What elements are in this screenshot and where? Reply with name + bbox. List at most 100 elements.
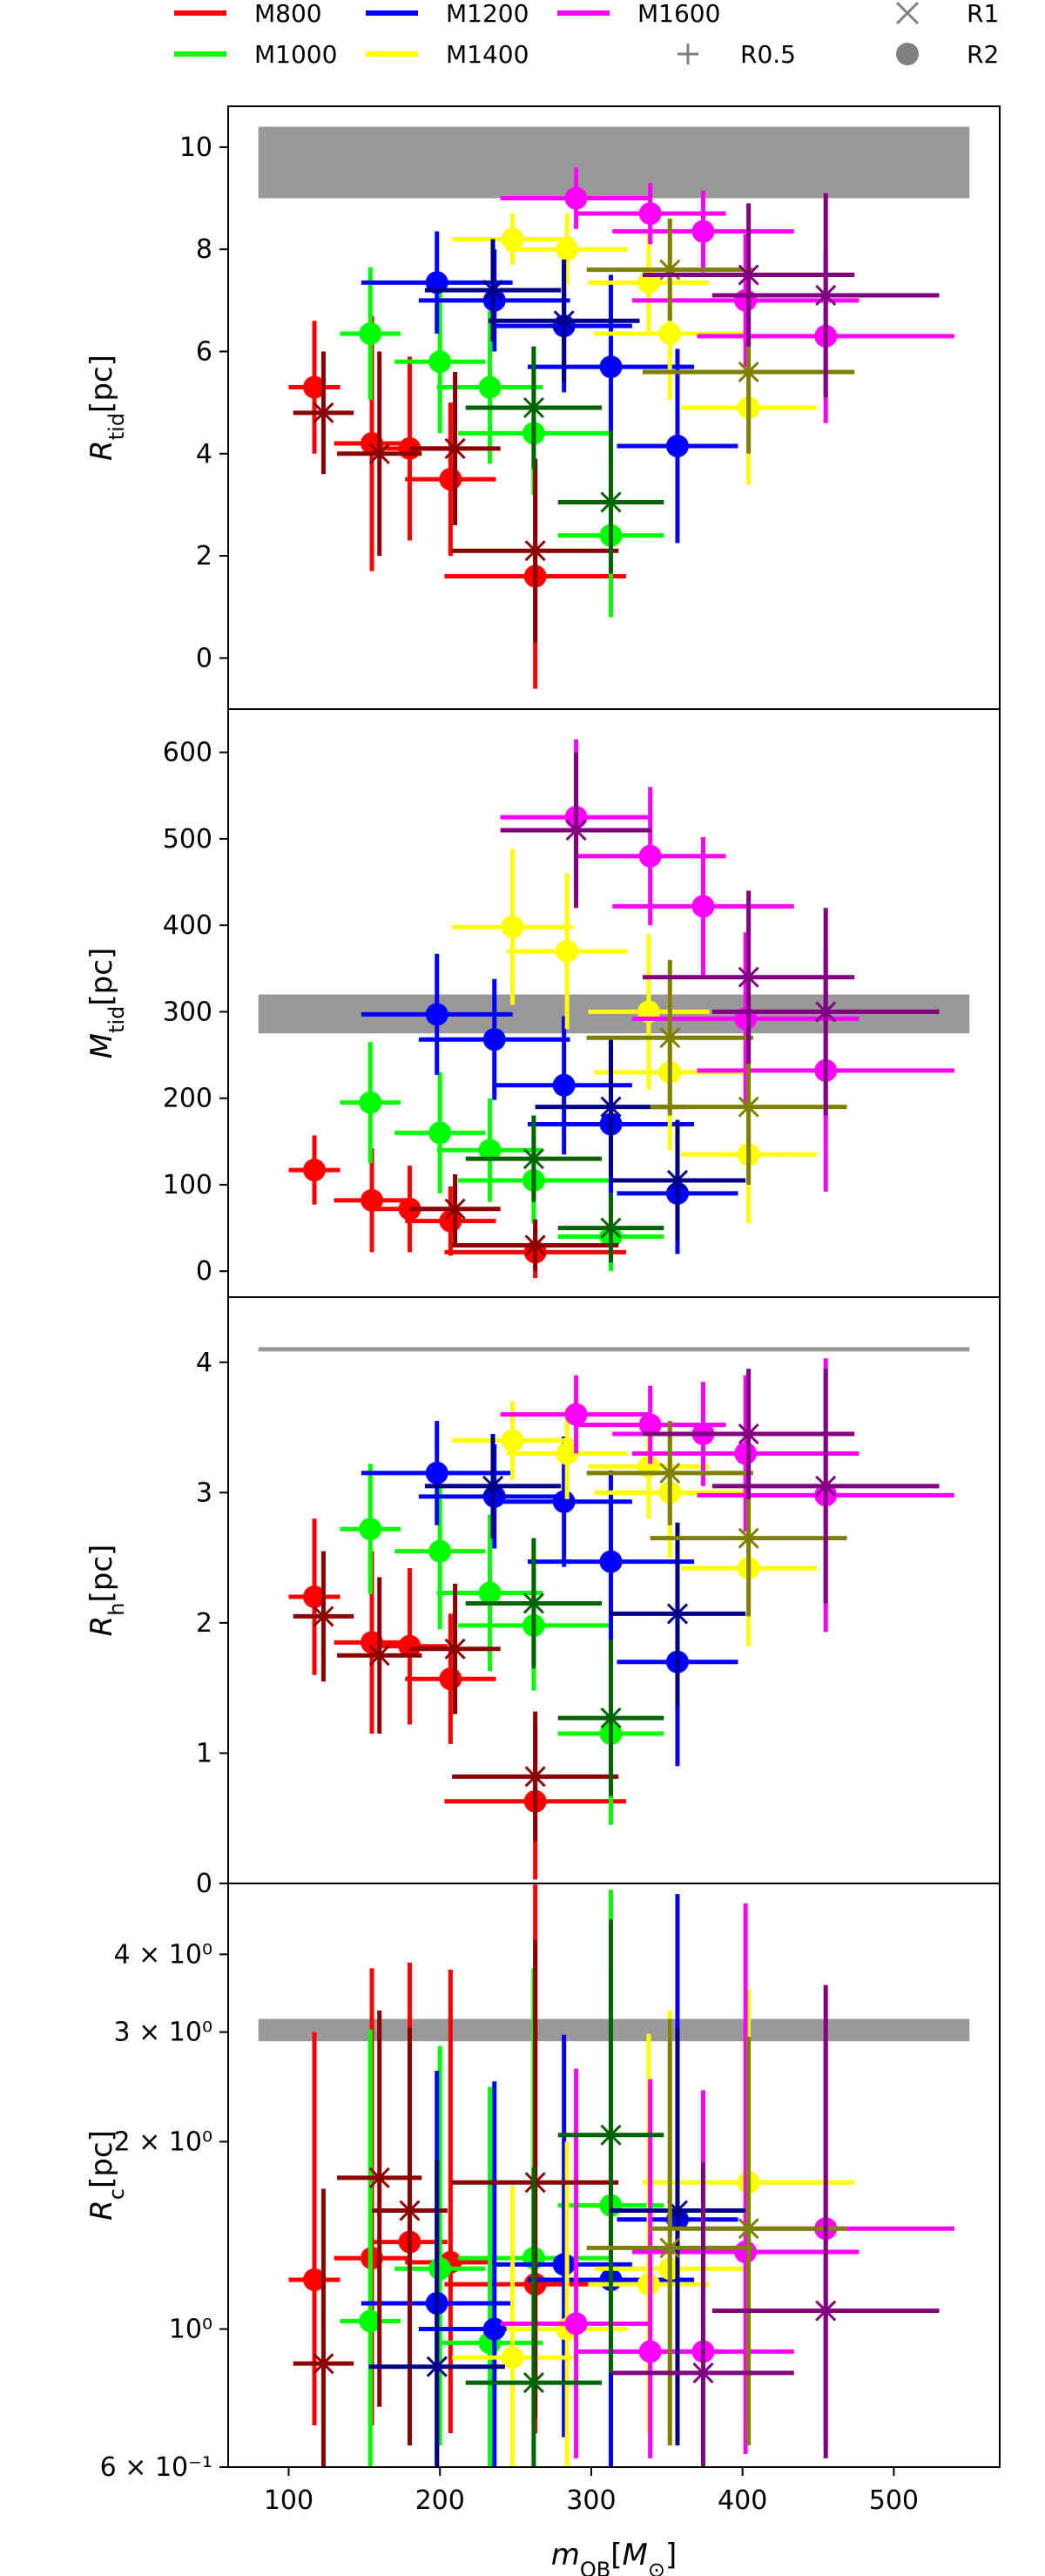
data-point <box>452 213 574 265</box>
data-point <box>340 1464 401 1594</box>
data-point <box>500 167 652 229</box>
marker-x-b <box>738 2218 759 2240</box>
legend-label: M1000 <box>254 40 337 69</box>
marker-x-b <box>600 1707 622 1729</box>
data-point <box>452 849 574 1005</box>
marker-x-b <box>659 1462 681 1484</box>
marker-x-b <box>692 2362 714 2383</box>
marker-circle <box>482 2317 506 2341</box>
data-point <box>452 1711 619 1842</box>
data-point <box>574 787 726 926</box>
marker-circle <box>303 2268 327 2291</box>
panel-mtid: 0 100 200 300 400 500 600 Mtid[pc] <box>84 708 1001 1298</box>
marker-circle <box>691 220 715 243</box>
panels: 0246810Rtid[pc]0100200300400500600Mtid[p… <box>84 105 1001 2483</box>
data-point <box>643 1369 855 1499</box>
marker-x-b <box>815 2300 837 2322</box>
data-point <box>506 213 628 286</box>
y-tick-label: 2 <box>196 541 212 571</box>
data-point <box>711 1984 940 2458</box>
data-point <box>452 1219 619 1272</box>
y-tick-label: 400 <box>163 910 212 941</box>
legend-entry-r05: R0.5 <box>678 40 796 69</box>
marker-circle <box>501 916 524 939</box>
y-tick-label: 0 <box>196 1256 212 1287</box>
marker-x-b <box>522 396 544 419</box>
data-point <box>293 2188 354 2467</box>
marker-circle <box>691 895 715 918</box>
plot-area <box>258 739 970 1279</box>
marker-x-b <box>738 966 759 988</box>
y-axis-label: Rh[pc] <box>84 1545 129 1637</box>
data-point <box>337 1577 422 1734</box>
legend-label: R0.5 <box>740 40 796 69</box>
data-point <box>340 2029 401 2467</box>
y-tick-label: 4 × 10⁰ <box>114 1939 213 1970</box>
data-point <box>557 430 664 574</box>
marker-circle <box>478 1139 502 1162</box>
label-unit-symbol: M <box>623 2538 648 2573</box>
y-tick-label: 100 <box>163 1170 212 1200</box>
legend-dot <box>896 43 919 65</box>
legend-entry-m800: M800 <box>174 0 322 28</box>
data-point <box>418 978 570 1100</box>
marker-x-b <box>738 361 759 383</box>
marker-x-b <box>659 2237 681 2259</box>
label-unit: [pc] <box>84 2130 119 2188</box>
marker-circle <box>556 238 579 261</box>
data-point <box>288 321 340 454</box>
data-point <box>588 231 710 334</box>
marker-circle <box>599 1550 623 1573</box>
marker-x-b <box>444 1638 466 1660</box>
data-point <box>574 182 726 245</box>
data-point <box>293 351 354 475</box>
label-bracket-close: ] <box>665 2538 677 2573</box>
marker-circle <box>658 321 682 345</box>
plot-area <box>258 1884 970 2467</box>
data-point <box>409 371 501 525</box>
data-point <box>465 1538 603 1669</box>
label-unit: [pc] <box>84 1545 119 1603</box>
label-unit: [pc] <box>84 355 119 413</box>
label-subscript: tid <box>104 1006 129 1033</box>
data-point <box>340 267 401 401</box>
marker-x-b <box>738 1527 759 1549</box>
marker-x-b <box>738 264 759 286</box>
marker-circle <box>425 1003 448 1026</box>
y-axis-label: Rc[pc] <box>84 2130 129 2221</box>
marker-circle <box>638 202 662 226</box>
y-tick-label: 1 <box>196 1738 212 1768</box>
marker-circle <box>359 1091 382 1114</box>
marker-x-b <box>368 2167 390 2188</box>
data-point <box>609 2027 746 2446</box>
data-point <box>711 908 940 1116</box>
marker-x-b <box>482 280 504 301</box>
marker-circle <box>425 1461 448 1484</box>
marker-circle <box>478 1581 502 1605</box>
marker-circle <box>439 1667 462 1691</box>
marker-circle <box>638 844 662 868</box>
label-symbol: R <box>84 440 119 461</box>
marker-circle <box>564 2312 588 2336</box>
marker-x-b <box>522 1592 544 1614</box>
data-point <box>465 1115 603 1202</box>
data-point <box>557 1640 664 1796</box>
legend-entry-m1400: M1400 <box>366 40 529 69</box>
y-tick-label: 4 <box>196 439 212 470</box>
data-point <box>452 2185 574 2467</box>
data-point <box>424 1434 562 1538</box>
data-point <box>293 1551 354 1682</box>
marker-circle <box>303 375 327 399</box>
data-point <box>288 1518 340 1675</box>
legend-label: M800 <box>254 0 322 28</box>
legend-label: M1200 <box>446 0 529 28</box>
data-point <box>557 1919 664 2373</box>
marker-circle <box>359 1518 382 1541</box>
marker-x-b <box>666 1603 689 1625</box>
x-tick-label: 300 <box>566 2485 616 2516</box>
data-point <box>711 193 940 398</box>
legend-entry-m1000: M1000 <box>174 40 337 69</box>
panel-rtid: 0 2 4 6 8 10 Rtid[pc] <box>84 105 1001 710</box>
data-point <box>557 1193 664 1263</box>
